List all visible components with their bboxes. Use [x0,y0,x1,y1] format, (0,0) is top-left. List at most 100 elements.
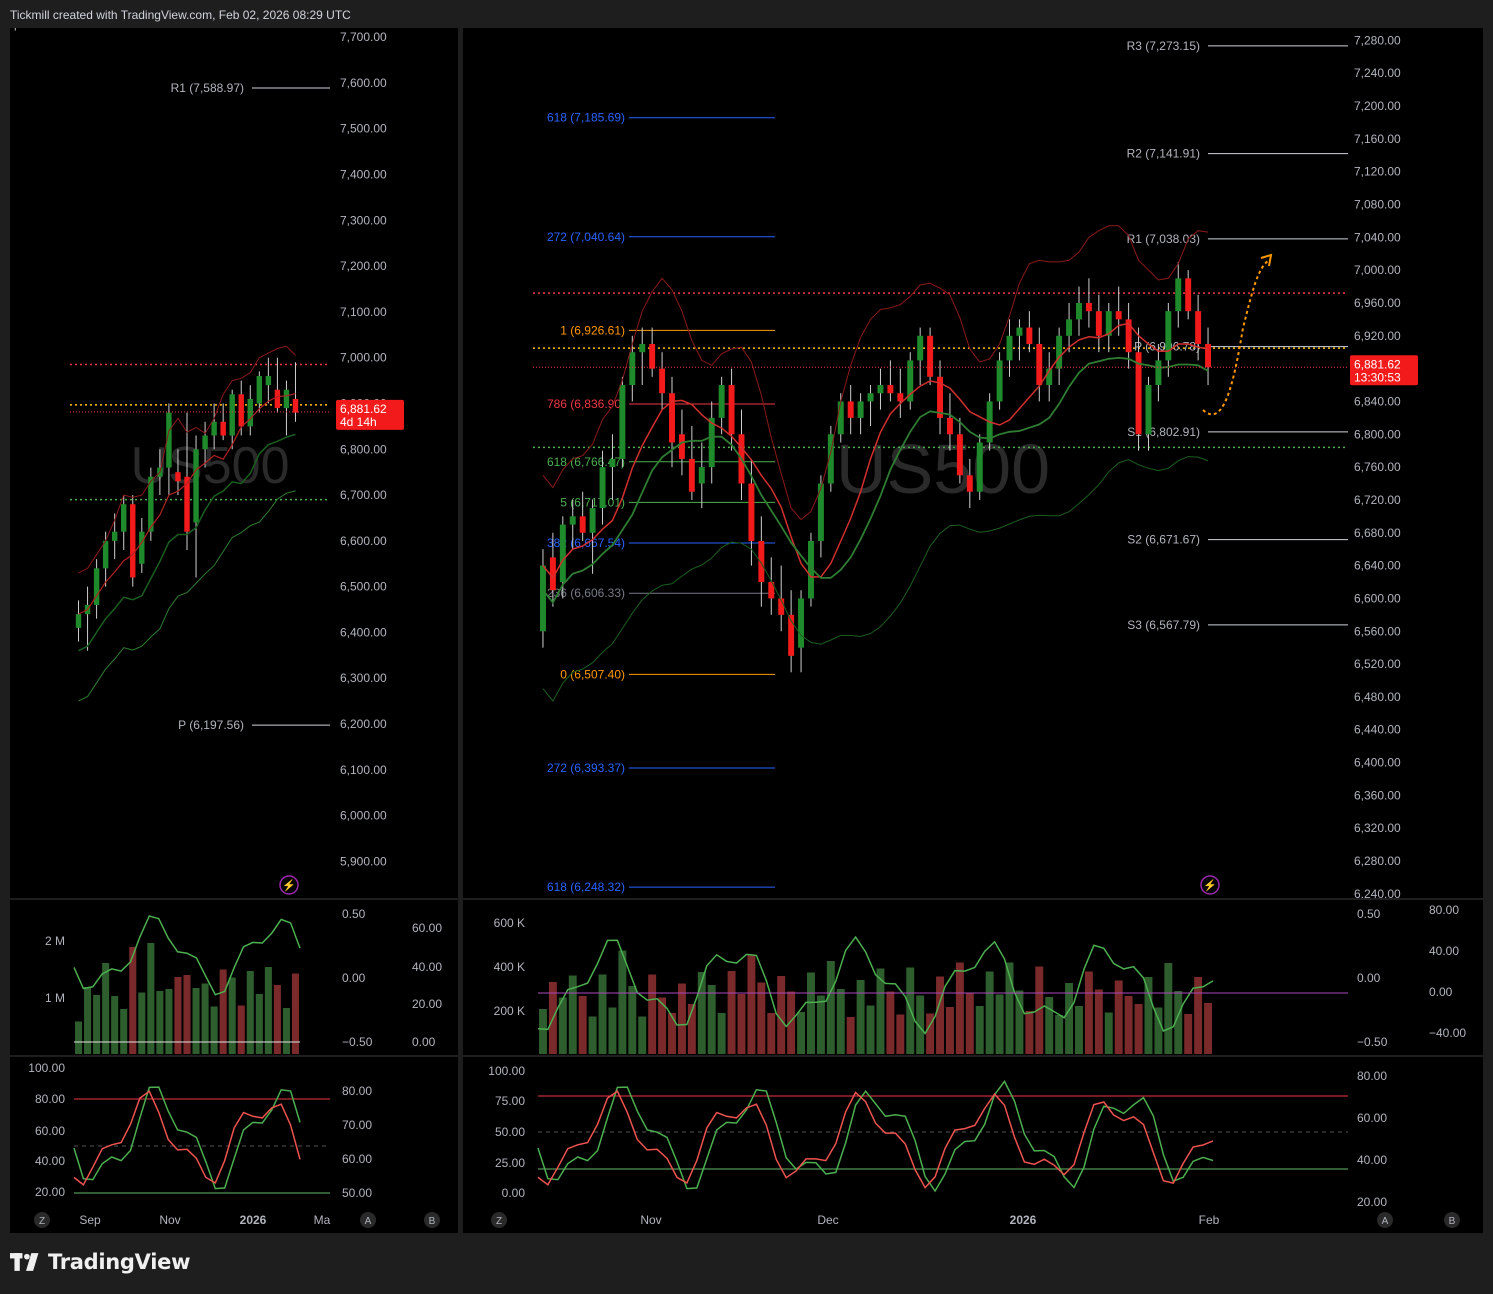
price-axis-tick: 7,700.00 [340,30,387,44]
volume-bar [1055,1015,1064,1054]
pivot-level-label: S2 (6,671.67) [1127,533,1200,547]
pivot-level-label: R3 (7,273.15) [1127,39,1200,53]
daily-stoch-pane[interactable]: 100.00 75.00 50.00 25.00 0.00 80.00 60.00 40.00… [463,1057,1483,1233]
weekly-volume-chart: 2 M 1 M 0.50 0.00 −0.50 60.00 40.00 20.00 0.00 [45,907,442,1054]
indicator-axis-right-tick: 60.00 [342,1152,372,1166]
volume-bar [926,1013,935,1054]
weekly-stoch-chart: 100.00 80.00 60.00 40.00 20.00 80.00 70.00 60.0… [28,1061,440,1228]
volume-bar [1194,977,1203,1054]
candle-body [1056,335,1063,369]
candle-body [728,385,735,435]
volume-bar [767,1013,776,1054]
volume-bar [558,997,567,1054]
volume-bar [219,969,227,1054]
price-axis-tick: 6,400.00 [340,625,387,639]
candle-body [549,557,556,591]
weekly-volume-pane[interactable]: 2 M 1 M 0.50 0.00 −0.50 60.00 40.00 20.00 0.00 [10,900,458,1055]
weekly-stoch-pane[interactable]: 100.00 80.00 60.00 40.00 20.00 80.00 70.00 60.0… [10,1057,458,1233]
candle-body [669,393,675,443]
bar-countdown: 13:30:53 [1354,370,1401,384]
a-button[interactable] [1377,1212,1393,1228]
volume-bar [1184,1014,1193,1054]
z-button[interactable] [34,1212,50,1228]
time-axis-tick: Nov [159,1213,180,1227]
forecast-arrow-path [1202,259,1270,416]
indicator-axis-right-tick: 60.00 [412,921,442,935]
indicator-axis-left-tick: 200 K [494,1004,525,1018]
volume-bar [578,996,587,1054]
candle-body [238,394,244,427]
chart-credit: Tickmill created with TradingView.com, F… [10,8,351,22]
price-axis-tick: 6,840.00 [1354,394,1401,408]
candle-body [1175,278,1182,312]
volume-bar [138,992,146,1054]
candle-body [184,476,190,532]
time-axis-tick: Feb [1199,1213,1220,1227]
price-axis-tick: 6,300.00 [340,671,387,685]
volume-bar [1094,989,1103,1054]
daily-volume-pane[interactable]: 600 K 400 K 200 K 0.50 0.00 −0.50 80.00 40.00 0.… [463,900,1483,1055]
weekly-price-pane[interactable]: US500 7,700.00 7,600.00 7,500.00 7,400.00 7,3… [10,28,458,898]
b-button[interactable] [1444,1212,1460,1228]
candle-body [688,458,695,492]
volume-bar [273,985,281,1054]
price-axis-tick: 7,120.00 [1354,165,1401,179]
a-button[interactable] [360,1212,376,1228]
volume-bar [201,983,209,1054]
oscillator-line [537,935,1214,1035]
volume-bar [975,1006,984,1054]
forecast-arrow-head [1260,253,1273,267]
indicator-axis-right-tick: 80.00 [1357,1069,1387,1083]
volume-bar [638,1016,647,1054]
daily-price-pane[interactable]: US500 7,280.00 7,240.00 7,200.00 7,160.00 7,1… [463,28,1483,898]
candle-body [1185,278,1192,312]
volume-bar [1015,990,1024,1054]
volume-bar [717,1013,726,1054]
a-button-label: A [1382,1216,1389,1227]
symbol-watermark: US500 [131,437,290,495]
indicator-line [542,456,1209,702]
price-axis-tick: 6,960.00 [1354,296,1401,310]
indicator-axis-right-tick: 20.00 [1357,1195,1387,1209]
volume-bar [777,976,786,1054]
price-axis-tick: 7,040.00 [1354,230,1401,244]
candle-body [1076,302,1082,320]
volume-bar [174,977,182,1054]
price-axis-tick: 7,080.00 [1354,197,1401,211]
price-axis-tick: 6,280.00 [1354,854,1401,868]
volume-bar [826,961,835,1054]
time-axis-tick: 2026 [463,28,477,31]
indicator-axis-right-tick: 50.00 [342,1186,372,1200]
indicator-line [78,433,296,652]
volume-bar [936,976,944,1054]
a-button-label: A [365,1216,372,1227]
candle-body [678,434,685,459]
candle-body [778,598,785,615]
volume-bar [727,971,736,1054]
indicator-axis-right-tick: −0.50 [1357,1035,1388,1049]
candle-body [202,435,208,450]
volume-bar [84,987,92,1054]
volume-bar [237,1005,245,1054]
volume-bar [687,1004,696,1054]
candle-body [1066,319,1073,336]
time-axis-tick: Sep [79,1213,101,1227]
candle-body [619,385,626,459]
candle-body [887,385,894,394]
b-button[interactable] [424,1212,440,1228]
indicator-axis-left-tick: 2 M [45,934,65,948]
last-price-value: 6,881.62 [1354,357,1401,371]
volume-bar [668,1013,676,1054]
price-axis-tick: 6,800.00 [340,442,387,456]
volume-bar [129,947,137,1054]
candle-body [1135,352,1142,435]
candle-body [708,417,715,468]
indicator-axis-right-tick: −0.50 [342,1035,373,1049]
volume-bar [1005,962,1014,1054]
candle-body [1036,343,1043,386]
last-price-value: 6,881.62 [340,402,387,416]
candle-body [559,524,566,583]
z-button[interactable] [491,1212,507,1228]
tradingview-logo: TradingView [10,1250,190,1274]
volume-bar [102,963,110,1054]
